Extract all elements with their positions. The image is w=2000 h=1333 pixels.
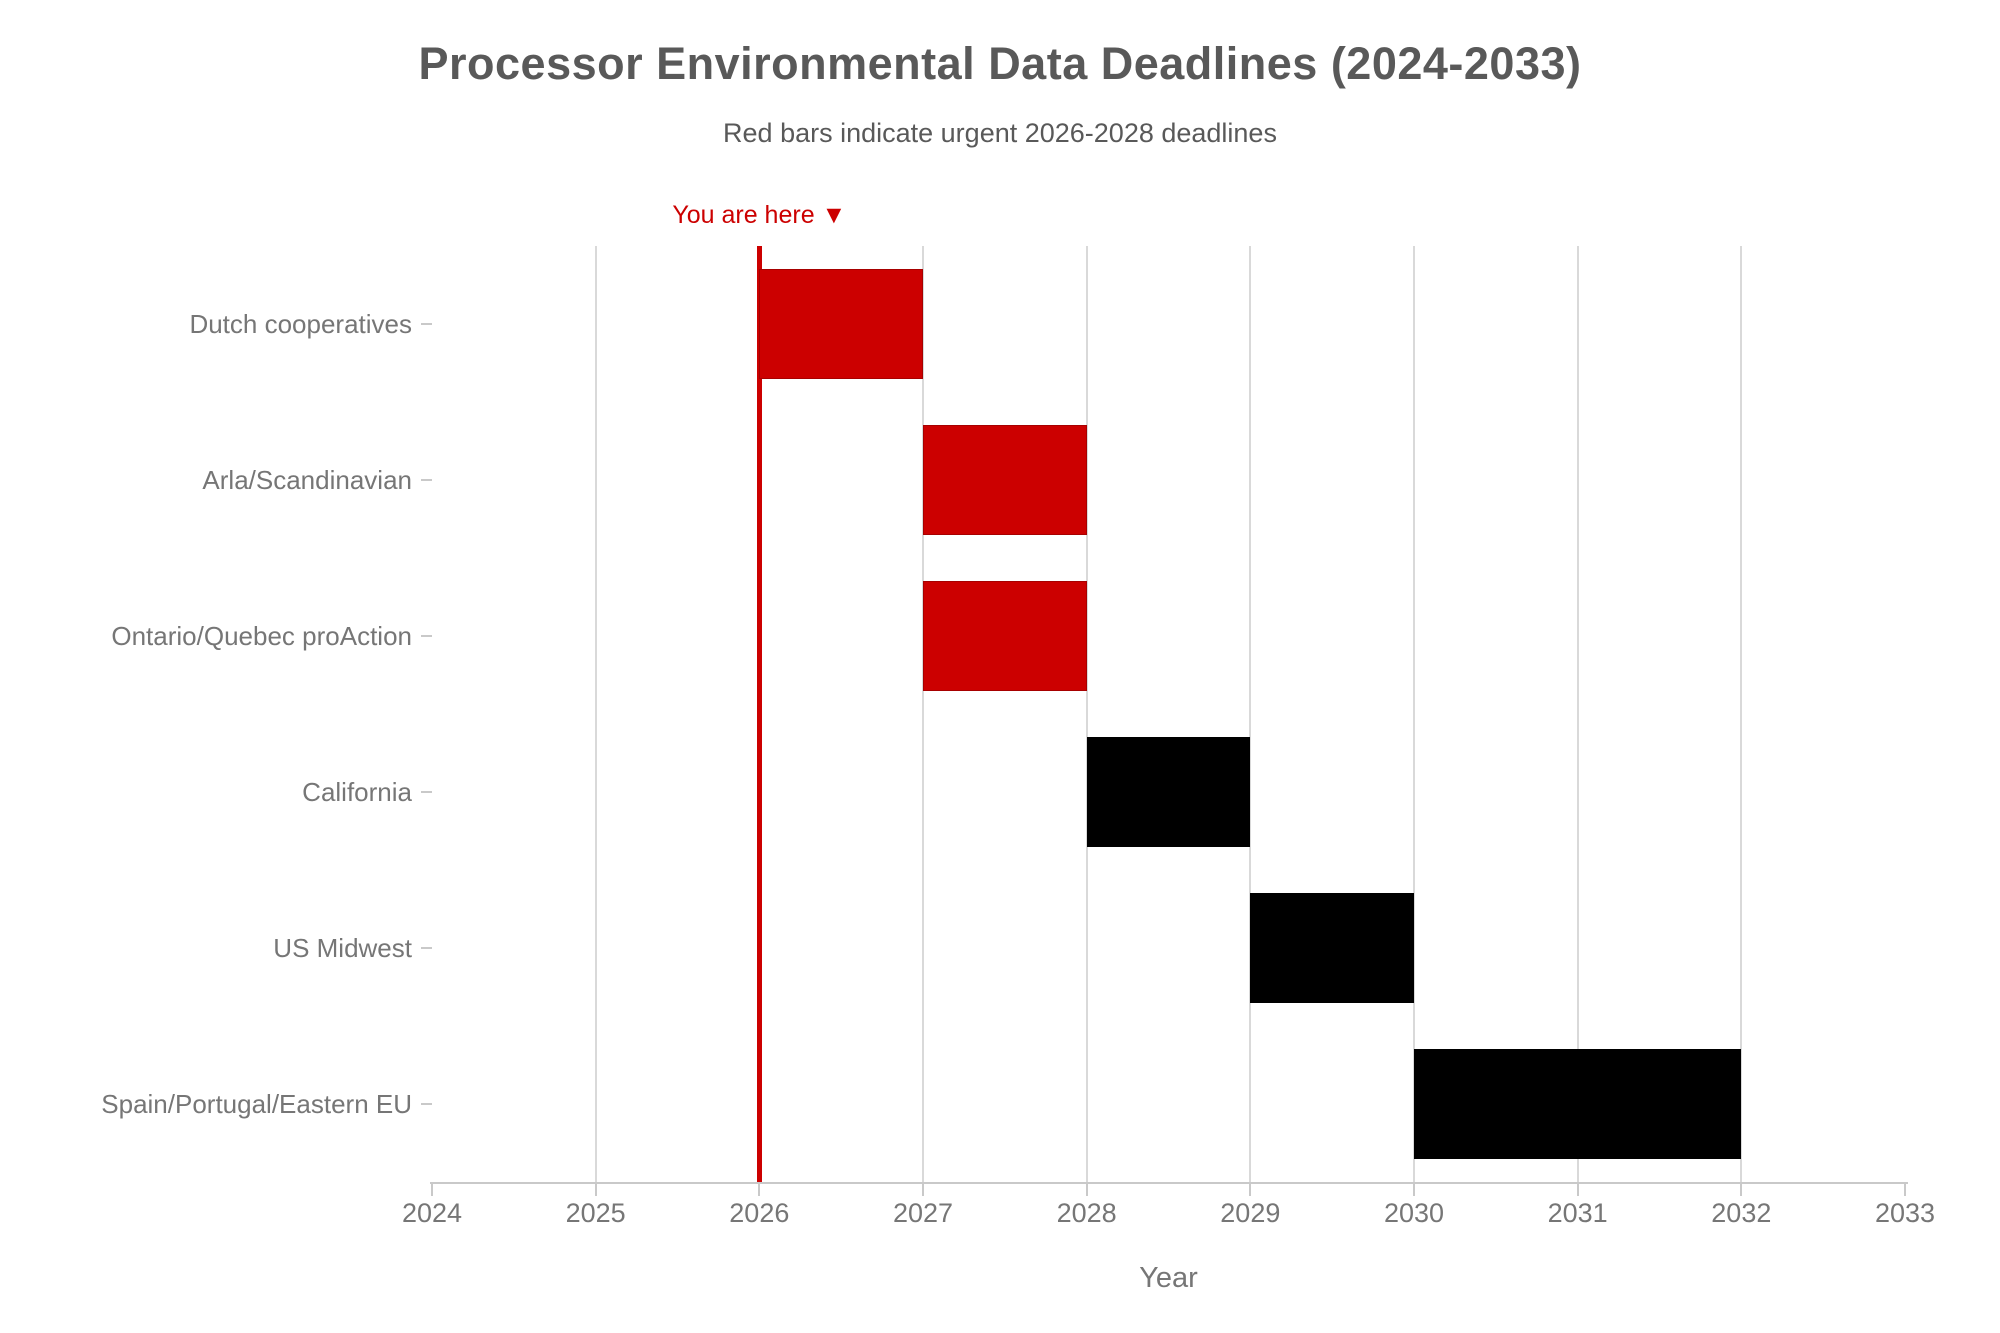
grid-line-2025 — [594, 246, 597, 1182]
you-are-here-annotation: You are here ▼ — [672, 201, 847, 229]
y-category-label: Arla/Scandinavian — [202, 465, 412, 495]
x-tick-2030 — [1413, 1184, 1415, 1196]
chart-subtitle: Red bars indicate urgent 2026-2028 deadl… — [723, 118, 1277, 148]
gantt-bar-normal — [1086, 737, 1251, 847]
gantt-bar-normal — [1414, 1049, 1742, 1159]
x-axis-title: Year — [1139, 1262, 1198, 1294]
x-tick-label-2026: 2026 — [729, 1198, 790, 1228]
x-tick-2033 — [1904, 1184, 1906, 1196]
x-tick-label-2028: 2028 — [1056, 1198, 1117, 1228]
x-tick-label-2027: 2027 — [892, 1198, 954, 1228]
y-tick-2 — [421, 635, 432, 637]
plot-area — [432, 246, 1905, 1182]
x-tick-2027 — [922, 1184, 924, 1196]
chart-title: Processor Environmental Data Deadlines (… — [418, 38, 1582, 89]
gantt-bar-urgent — [923, 425, 1087, 535]
y-category-label: Dutch cooperatives — [189, 309, 412, 339]
x-tick-2028 — [1085, 1184, 1088, 1196]
x-tick-label-2030: 2030 — [1383, 1198, 1445, 1228]
gantt-bar-normal — [1250, 893, 1414, 1003]
y-tick-0 — [421, 323, 432, 325]
grid-line-2031 — [1576, 246, 1579, 1182]
y-category-label: California — [302, 777, 412, 807]
x-tick-2032 — [1740, 1184, 1743, 1196]
y-category-label: US Midwest — [273, 933, 412, 963]
x-tick-label-2033: 2033 — [1874, 1198, 1936, 1228]
x-tick-label-2024: 2024 — [401, 1198, 463, 1228]
y-tick-5 — [421, 1103, 432, 1105]
grid-line-2027 — [922, 246, 924, 1182]
x-tick-2031 — [1576, 1184, 1579, 1196]
x-tick-2029 — [1249, 1184, 1252, 1196]
x-tick-2026 — [758, 1184, 761, 1196]
now-line — [756, 246, 762, 1182]
x-tick-2024 — [431, 1184, 433, 1196]
y-category-label: Ontario/Quebec proAction — [111, 621, 412, 651]
x-tick-label-2029: 2029 — [1220, 1198, 1281, 1228]
grid-line-2028 — [1085, 246, 1088, 1182]
grid-line-2032 — [1740, 246, 1743, 1182]
x-tick-label-2031: 2031 — [1547, 1198, 1608, 1228]
y-category-label: Spain/Portugal/Eastern EU — [101, 1089, 412, 1119]
x-tick-2025 — [594, 1184, 597, 1196]
y-tick-3 — [421, 791, 432, 793]
y-tick-4 — [421, 947, 432, 949]
x-tick-label-2032: 2032 — [1711, 1198, 1772, 1228]
y-tick-1 — [421, 479, 432, 481]
gantt-bar-urgent — [923, 581, 1087, 691]
x-axis-line — [430, 1182, 1908, 1184]
grid-line-2030 — [1413, 246, 1415, 1182]
grid-line-2029 — [1249, 246, 1252, 1182]
gantt-bar-urgent — [759, 269, 923, 379]
x-tick-label-2025: 2025 — [565, 1198, 626, 1228]
